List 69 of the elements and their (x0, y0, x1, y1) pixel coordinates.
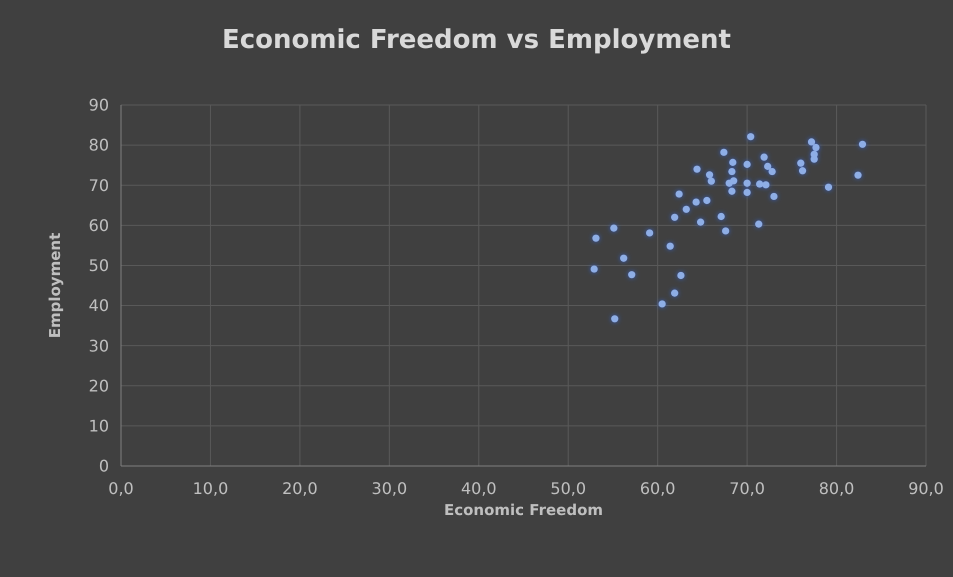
point (611, 315, 618, 322)
point (671, 290, 678, 297)
point (703, 196, 710, 204)
point (726, 180, 733, 187)
point (755, 220, 762, 228)
x-tick-label: 90,0 (908, 479, 944, 498)
x-tick-label: 80,0 (818, 479, 854, 498)
point (628, 271, 636, 278)
x-tick-label: 10,0 (192, 479, 228, 498)
point (812, 144, 820, 152)
point (797, 160, 804, 167)
point (764, 162, 772, 170)
point (858, 140, 866, 148)
point (729, 158, 736, 166)
point (676, 190, 683, 198)
point (610, 224, 618, 232)
y-tick-label: 80 (88, 136, 109, 155)
y-tick-label: 30 (88, 336, 109, 356)
chart-title: Economic Freedom vs Employment (222, 25, 732, 55)
y-tick-label: 0 (98, 456, 109, 476)
point (718, 212, 725, 220)
x-tick-label: 0,0 (108, 479, 134, 498)
point (620, 254, 628, 262)
y-tick-label: 90 (88, 96, 109, 115)
point (770, 192, 778, 200)
y-tick-label: 70 (88, 176, 109, 195)
point (692, 198, 700, 206)
point (768, 168, 776, 176)
point (592, 234, 600, 242)
x-tick-label: 60,0 (640, 479, 676, 498)
point (677, 272, 685, 280)
point (854, 172, 862, 179)
x-axis-title: Economic Freedom (444, 501, 604, 519)
point (722, 227, 730, 235)
x-tick-label: 70,0 (729, 479, 765, 498)
point (824, 184, 832, 191)
y-tick-label: 20 (88, 376, 109, 396)
y-tick-label: 10 (88, 416, 109, 436)
point (658, 300, 666, 308)
point (747, 133, 754, 140)
point (728, 188, 736, 195)
point (708, 178, 715, 185)
point (810, 156, 818, 163)
y-tick-label: 40 (88, 296, 109, 316)
point (697, 218, 704, 226)
point (760, 154, 768, 161)
x-tick-label: 40,0 (460, 479, 497, 498)
point (706, 171, 714, 178)
point (671, 214, 678, 221)
x-tick-label: 30,0 (372, 479, 408, 498)
point (798, 167, 806, 174)
point (720, 148, 728, 156)
y-axis-title: Employment (46, 232, 64, 338)
point (744, 160, 751, 168)
point (590, 265, 598, 273)
point (762, 181, 770, 188)
point (666, 242, 674, 250)
y-tick-label: 50 (88, 256, 109, 276)
x-tick-label: 20,0 (282, 479, 318, 498)
y-tick-label: 60 (88, 216, 109, 235)
point (693, 166, 701, 173)
point (744, 188, 751, 196)
point (728, 168, 736, 176)
x-tick-label: 50,0 (550, 479, 586, 498)
point (646, 229, 654, 237)
point (682, 206, 690, 213)
point (808, 138, 816, 146)
point (744, 180, 751, 187)
point (756, 180, 764, 188)
